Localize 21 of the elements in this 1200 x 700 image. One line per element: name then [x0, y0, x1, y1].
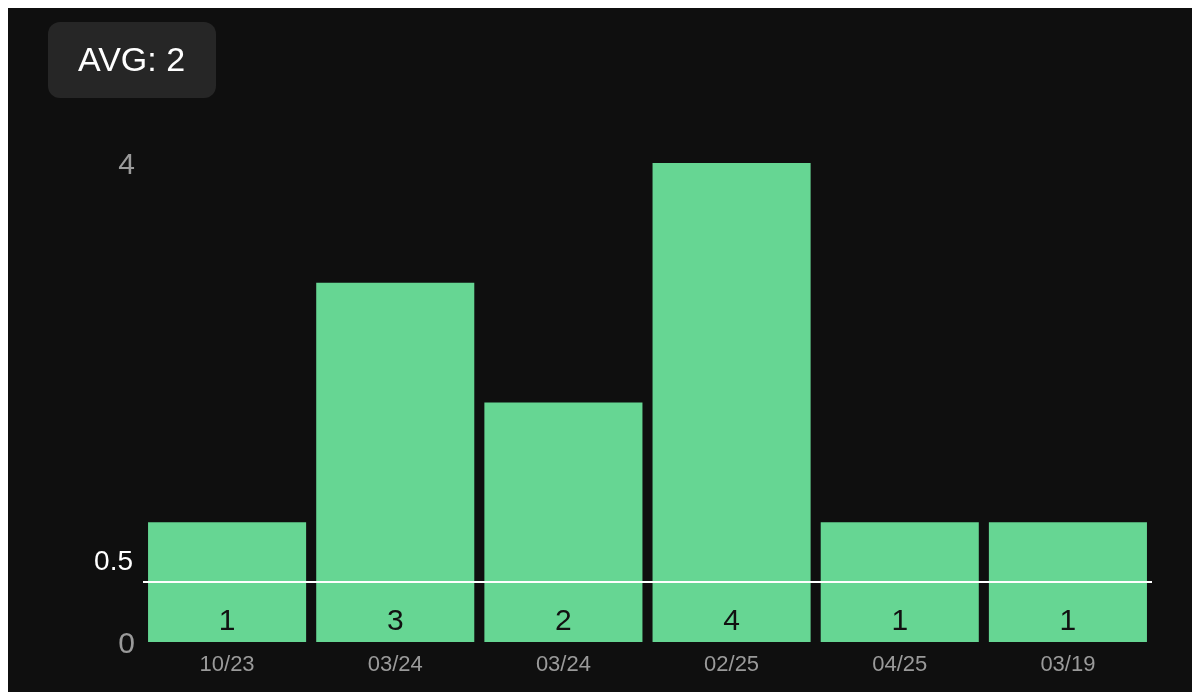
bar	[652, 163, 811, 642]
x-tick-label: 03/19	[1040, 650, 1096, 676]
data-label: 1	[1059, 602, 1077, 636]
x-tick-label: 04/25	[872, 650, 928, 676]
data-label: 3	[386, 602, 404, 636]
bar	[148, 522, 307, 642]
text: AVG: 2	[78, 40, 186, 78]
x-tick-label: 03/24	[535, 650, 591, 676]
bar	[820, 522, 979, 642]
ref-line-label: 0.5	[94, 544, 133, 576]
data-label: 4	[723, 602, 740, 636]
x-tick-label: 02/25	[704, 650, 760, 676]
x-tick-label: 03/24	[367, 650, 423, 676]
bar	[484, 402, 643, 642]
bar	[988, 522, 1147, 642]
y-tick-label: 0	[118, 625, 135, 659]
data-label: 1	[891, 602, 909, 636]
x-tick-label: 10/23	[199, 650, 255, 676]
data-label: 1	[218, 602, 236, 636]
bar	[316, 282, 475, 642]
data-label: 2	[555, 602, 572, 636]
